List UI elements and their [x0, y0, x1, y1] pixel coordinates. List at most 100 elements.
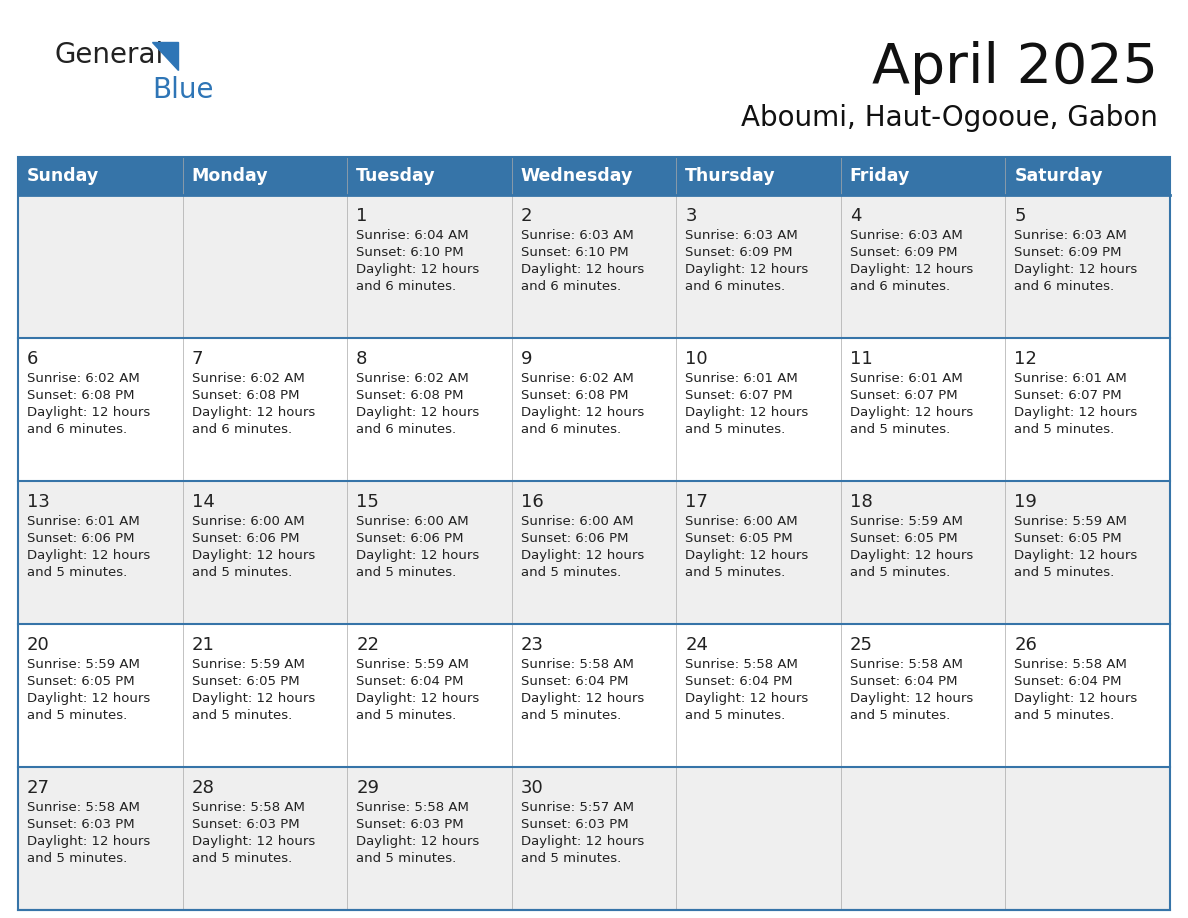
Text: 16: 16: [520, 493, 543, 511]
Text: Daylight: 12 hours: Daylight: 12 hours: [685, 263, 809, 276]
Text: Daylight: 12 hours: Daylight: 12 hours: [27, 692, 150, 705]
Text: Sunset: 6:04 PM: Sunset: 6:04 PM: [849, 675, 958, 688]
Text: 13: 13: [27, 493, 50, 511]
Text: Sunset: 6:04 PM: Sunset: 6:04 PM: [685, 675, 792, 688]
Text: Sunset: 6:05 PM: Sunset: 6:05 PM: [849, 532, 958, 545]
Text: Sunrise: 6:01 AM: Sunrise: 6:01 AM: [685, 372, 798, 385]
Text: Sunrise: 5:59 AM: Sunrise: 5:59 AM: [27, 658, 140, 671]
Text: and 5 minutes.: and 5 minutes.: [685, 566, 785, 579]
Text: and 6 minutes.: and 6 minutes.: [520, 423, 621, 436]
Text: Sunrise: 5:59 AM: Sunrise: 5:59 AM: [191, 658, 304, 671]
Text: Sunday: Sunday: [27, 167, 100, 185]
Text: Sunrise: 6:01 AM: Sunrise: 6:01 AM: [1015, 372, 1127, 385]
Text: Sunrise: 6:02 AM: Sunrise: 6:02 AM: [191, 372, 304, 385]
Text: Sunrise: 6:03 AM: Sunrise: 6:03 AM: [520, 229, 633, 242]
Text: and 5 minutes.: and 5 minutes.: [1015, 423, 1114, 436]
Text: and 5 minutes.: and 5 minutes.: [520, 852, 621, 865]
Text: Sunrise: 6:02 AM: Sunrise: 6:02 AM: [520, 372, 633, 385]
Text: Sunrise: 5:58 AM: Sunrise: 5:58 AM: [356, 801, 469, 814]
Text: 26: 26: [1015, 636, 1037, 654]
Text: 9: 9: [520, 350, 532, 368]
Text: 24: 24: [685, 636, 708, 654]
Text: Saturday: Saturday: [1015, 167, 1102, 185]
Text: Daylight: 12 hours: Daylight: 12 hours: [191, 549, 315, 562]
Text: Sunrise: 6:01 AM: Sunrise: 6:01 AM: [27, 515, 140, 528]
Text: Daylight: 12 hours: Daylight: 12 hours: [1015, 549, 1138, 562]
Text: Sunrise: 6:02 AM: Sunrise: 6:02 AM: [27, 372, 140, 385]
Text: and 5 minutes.: and 5 minutes.: [849, 423, 950, 436]
Text: and 6 minutes.: and 6 minutes.: [27, 423, 127, 436]
Text: Sunrise: 6:00 AM: Sunrise: 6:00 AM: [685, 515, 798, 528]
Text: 20: 20: [27, 636, 50, 654]
Text: Wednesday: Wednesday: [520, 167, 633, 185]
Text: 6: 6: [27, 350, 38, 368]
Text: 30: 30: [520, 779, 543, 797]
Text: 29: 29: [356, 779, 379, 797]
Text: and 5 minutes.: and 5 minutes.: [849, 566, 950, 579]
Text: Daylight: 12 hours: Daylight: 12 hours: [849, 263, 973, 276]
Text: and 5 minutes.: and 5 minutes.: [356, 709, 456, 722]
Text: and 6 minutes.: and 6 minutes.: [356, 423, 456, 436]
Text: 28: 28: [191, 779, 215, 797]
Text: Sunrise: 6:00 AM: Sunrise: 6:00 AM: [520, 515, 633, 528]
Text: Daylight: 12 hours: Daylight: 12 hours: [191, 692, 315, 705]
Text: Sunset: 6:03 PM: Sunset: 6:03 PM: [27, 818, 134, 831]
Text: Daylight: 12 hours: Daylight: 12 hours: [27, 406, 150, 419]
Text: Thursday: Thursday: [685, 167, 776, 185]
Text: Daylight: 12 hours: Daylight: 12 hours: [1015, 692, 1138, 705]
Text: and 6 minutes.: and 6 minutes.: [191, 423, 292, 436]
Text: and 5 minutes.: and 5 minutes.: [685, 423, 785, 436]
Text: Sunrise: 5:59 AM: Sunrise: 5:59 AM: [356, 658, 469, 671]
Text: Daylight: 12 hours: Daylight: 12 hours: [27, 835, 150, 848]
Text: Daylight: 12 hours: Daylight: 12 hours: [356, 406, 480, 419]
Text: Sunrise: 5:57 AM: Sunrise: 5:57 AM: [520, 801, 633, 814]
Text: Sunset: 6:06 PM: Sunset: 6:06 PM: [356, 532, 463, 545]
Text: Daylight: 12 hours: Daylight: 12 hours: [849, 692, 973, 705]
Text: Sunrise: 5:59 AM: Sunrise: 5:59 AM: [849, 515, 962, 528]
Text: Sunset: 6:08 PM: Sunset: 6:08 PM: [191, 389, 299, 402]
Text: 22: 22: [356, 636, 379, 654]
Text: Sunrise: 6:02 AM: Sunrise: 6:02 AM: [356, 372, 469, 385]
Text: Sunset: 6:07 PM: Sunset: 6:07 PM: [849, 389, 958, 402]
Text: Sunrise: 6:00 AM: Sunrise: 6:00 AM: [356, 515, 469, 528]
Text: Sunset: 6:08 PM: Sunset: 6:08 PM: [520, 389, 628, 402]
Text: and 5 minutes.: and 5 minutes.: [27, 852, 127, 865]
Text: and 5 minutes.: and 5 minutes.: [356, 566, 456, 579]
Text: Daylight: 12 hours: Daylight: 12 hours: [849, 406, 973, 419]
Text: 15: 15: [356, 493, 379, 511]
Text: Daylight: 12 hours: Daylight: 12 hours: [356, 835, 480, 848]
Text: Sunrise: 5:58 AM: Sunrise: 5:58 AM: [27, 801, 140, 814]
Text: April 2025: April 2025: [872, 41, 1158, 95]
Text: and 6 minutes.: and 6 minutes.: [356, 280, 456, 293]
Text: 11: 11: [849, 350, 873, 368]
Text: Sunset: 6:03 PM: Sunset: 6:03 PM: [520, 818, 628, 831]
Text: and 5 minutes.: and 5 minutes.: [27, 709, 127, 722]
Text: Sunrise: 6:03 AM: Sunrise: 6:03 AM: [685, 229, 798, 242]
Text: Daylight: 12 hours: Daylight: 12 hours: [27, 549, 150, 562]
Text: and 5 minutes.: and 5 minutes.: [356, 852, 456, 865]
Text: Sunset: 6:04 PM: Sunset: 6:04 PM: [520, 675, 628, 688]
Bar: [18, 338, 1170, 481]
Text: and 6 minutes.: and 6 minutes.: [520, 280, 621, 293]
Text: and 5 minutes.: and 5 minutes.: [685, 709, 785, 722]
Text: and 6 minutes.: and 6 minutes.: [1015, 280, 1114, 293]
Bar: [18, 157, 1170, 910]
Text: and 5 minutes.: and 5 minutes.: [1015, 566, 1114, 579]
Text: 23: 23: [520, 636, 544, 654]
Text: Tuesday: Tuesday: [356, 167, 436, 185]
Text: 27: 27: [27, 779, 50, 797]
Text: 3: 3: [685, 207, 697, 225]
Text: 25: 25: [849, 636, 873, 654]
Text: Sunset: 6:06 PM: Sunset: 6:06 PM: [191, 532, 299, 545]
Text: Daylight: 12 hours: Daylight: 12 hours: [685, 692, 809, 705]
Polygon shape: [152, 42, 178, 70]
Text: Daylight: 12 hours: Daylight: 12 hours: [191, 835, 315, 848]
Text: 8: 8: [356, 350, 367, 368]
Text: Sunset: 6:10 PM: Sunset: 6:10 PM: [356, 246, 463, 259]
Text: Sunset: 6:08 PM: Sunset: 6:08 PM: [356, 389, 463, 402]
Text: Sunset: 6:05 PM: Sunset: 6:05 PM: [27, 675, 134, 688]
Text: and 6 minutes.: and 6 minutes.: [685, 280, 785, 293]
Text: Daylight: 12 hours: Daylight: 12 hours: [685, 549, 809, 562]
Text: Daylight: 12 hours: Daylight: 12 hours: [1015, 263, 1138, 276]
Text: Sunrise: 5:58 AM: Sunrise: 5:58 AM: [520, 658, 633, 671]
